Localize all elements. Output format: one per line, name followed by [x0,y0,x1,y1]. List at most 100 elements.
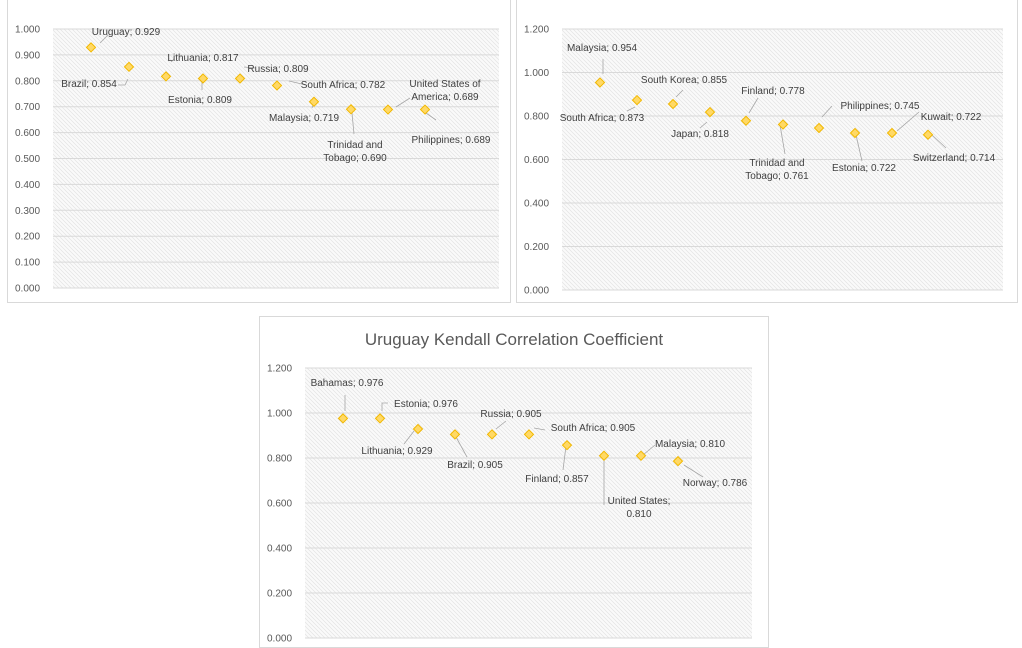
bahamas-data-label: South Africa; 0.782 [301,80,386,91]
bahamas-y-tick-label: 0.400 [15,180,40,191]
china-data-point [667,98,679,110]
uruguay-data-point [561,439,573,451]
uruguay-data-label: Russia; 0.905 [480,409,542,420]
uruguay-data-label: Brazil; 0.905 [447,460,503,471]
bahamas-chart-panel: Bahamas Kendall Correlation Coefficient0… [7,0,511,303]
bahamas-leader-line [425,112,437,121]
uruguay-leader-line [533,427,546,431]
uruguay-leader-line [562,445,567,471]
china-leader-line [748,97,759,114]
uruguay-data-point [672,455,684,467]
china-data-label: Malaysia; 0.954 [567,43,637,54]
uruguay-data-label: Malaysia; 0.810 [655,439,725,450]
uruguay-y-tick-label: 0.200 [267,589,292,600]
china-data-label: Japan; 0.818 [671,129,729,140]
bahamas-data-point [123,61,135,73]
china-leader-line [626,106,636,112]
china-y-tick-label: 0.800 [524,112,549,123]
uruguay-leader-line [495,420,507,430]
china-leader-line [675,89,684,98]
uruguay-data-point [337,413,349,424]
china-data-label: Finland; 0.778 [741,86,805,97]
bahamas-data-point [160,71,172,82]
china-y-tick-label: 0.200 [524,242,549,253]
bahamas-data-label: Trinidad and Tobago; 0.690 [323,140,387,164]
uruguay-y-tick-label: 0.800 [267,454,292,465]
china-data-label: Switzerland; 0.714 [913,153,996,164]
bahamas-data-label: United States of America; 0.689 [409,79,480,103]
bahamas-data-label: Lithuania; 0.817 [167,53,239,64]
bahamas-data-point [234,73,246,84]
uruguay-y-tick-label: 0.000 [267,634,292,645]
uruguay-data-point [486,429,498,440]
uruguay-data-label: Norway; 0.786 [683,478,748,489]
uruguay-data-point [374,413,386,424]
bahamas-data-label: Estonia; 0.809 [168,95,232,106]
china-y-tick-label: 1.000 [524,68,549,79]
uruguay-data-point [449,429,461,440]
china-data-label: South Korea; 0.855 [641,75,728,86]
bahamas-data-label: Russia; 0.809 [247,64,309,75]
bahamas-y-tick-label: 0.200 [15,232,40,243]
china-data-point [704,106,716,118]
bahamas-data-point [345,104,357,115]
bahamas-y-tick-label: 0.100 [15,258,40,269]
uruguay-y-tick-label: 1.000 [267,409,292,420]
china-data-label: Trinidad and Tobago; 0.761 [745,158,809,182]
bahamas-chart-svg: Bahamas Kendall Correlation Coefficient0… [15,25,499,295]
bahamas-y-tick-label: 0.900 [15,50,40,61]
china-y-tick-label: 0.600 [524,155,549,166]
uruguay-data-label: Lithuania; 0.929 [361,446,433,457]
bahamas-data-point [197,73,209,84]
bahamas-data-label: Uruguay; 0.929 [92,27,161,38]
bahamas-data-point [382,104,394,115]
bahamas-data-point [271,80,283,91]
china-data-label: South Africa; 0.873 [560,113,645,124]
bahamas-leader-line [288,80,307,86]
china-data-point [849,127,861,139]
uruguay-data-point [635,450,647,461]
china-data-point [594,77,606,88]
china-leader-line [821,105,833,118]
china-y-tick-label: 1.200 [524,25,549,36]
china-data-point [813,122,825,134]
bahamas-data-label: Philippines; 0.689 [412,135,491,146]
bahamas-data-point [419,104,431,115]
bahamas-leader-line [170,58,175,63]
china-chart-panel: China Kendall Correlation Coefficient0.0… [516,0,1018,303]
china-data-point [922,129,934,140]
uruguay-data-point [523,429,535,440]
china-data-point [777,119,789,130]
bahamas-y-tick-label: 0.500 [15,154,40,165]
bahamas-y-tick-label: 0.800 [15,76,40,87]
bahamas-y-tick-label: 1.000 [15,25,40,36]
uruguay-chart-title: Uruguay Kendall Correlation Coefficient [365,330,664,349]
china-chart-svg: China Kendall Correlation Coefficient0.0… [524,25,1003,297]
bahamas-y-tick-label: 0.300 [15,206,40,217]
bahamas-leader-line [243,66,256,69]
uruguay-chart-svg: Uruguay Kendall Correlation Coefficient 0… [267,330,752,645]
bahamas-leader-line [99,34,109,44]
bahamas-leader-line [118,78,129,86]
uruguay-leader-line [455,436,468,458]
china-data-label: Estonia; 0.722 [832,163,896,174]
china-y-tick-label: 0.000 [524,286,549,297]
uruguay-y-tick-label: 0.600 [267,499,292,510]
china-data-point [631,94,643,106]
bahamas-data-label: Brazil; 0.854 [61,79,117,90]
uruguay-leader-line [403,430,415,445]
bahamas-y-tick-label: 0.600 [15,128,40,139]
bahamas-y-tick-label: 0.000 [15,284,40,295]
bahamas-leader-line [395,97,411,108]
uruguay-data-label: South Africa; 0.905 [551,423,636,434]
uruguay-data-label: Finland; 0.857 [525,474,589,485]
uruguay-data-point [598,450,610,461]
uruguay-data-point [412,423,424,435]
china-leader-line [931,134,947,149]
bahamas-data-label: Malaysia; 0.719 [269,113,339,124]
uruguay-data-label: Estonia; 0.976 [394,399,458,410]
china-data-label: Philippines; 0.745 [841,101,920,112]
uruguay-data-label: United States; 0.810 [608,496,671,520]
uruguay-chart-panel: Uruguay Kendall Correlation Coefficient 0… [259,316,769,648]
uruguay-leader-line [642,444,656,456]
